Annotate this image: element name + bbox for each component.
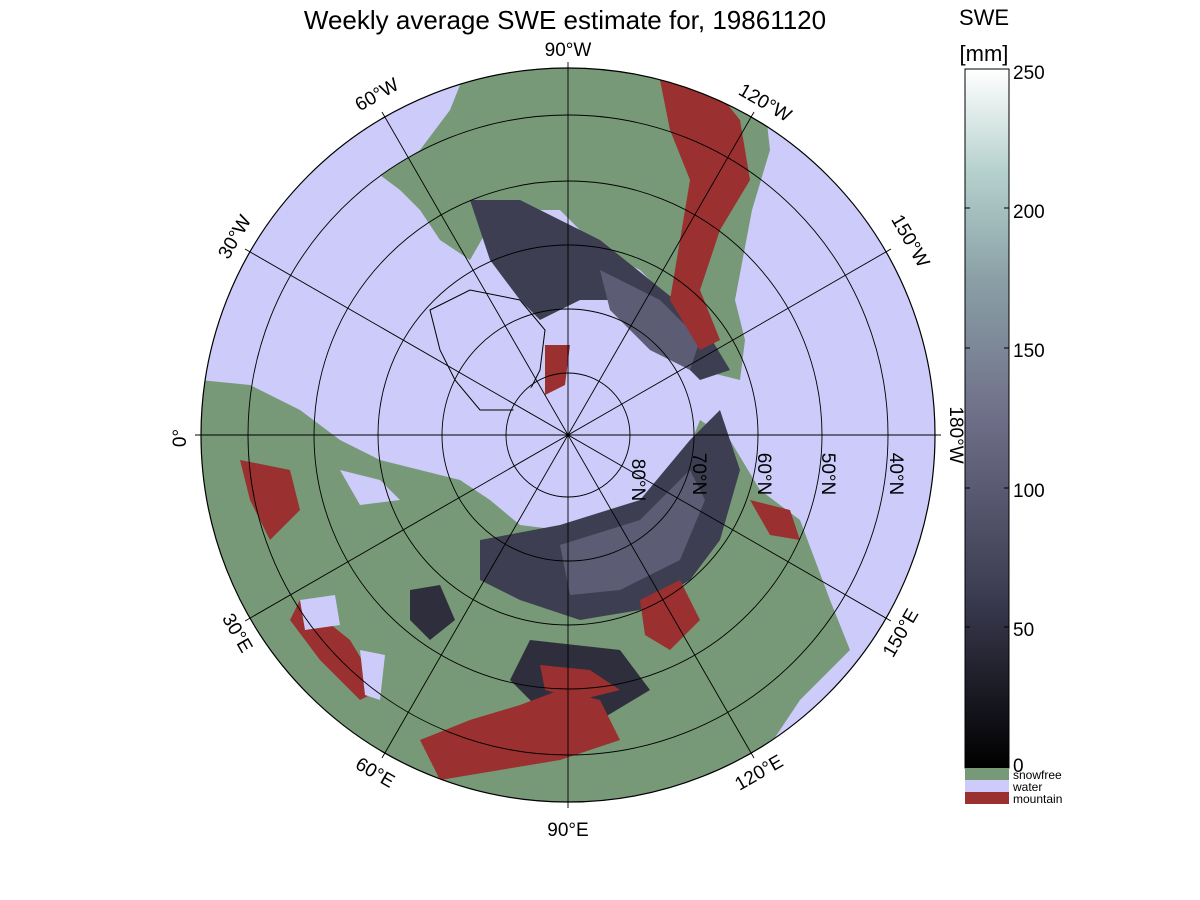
lon-label-60w: 60°W [352,74,403,116]
snow-canada-light [600,270,700,370]
colorbar-gradient [964,68,1010,769]
lat-label-40: 40°N [885,453,906,495]
mountain-greenland-edge [545,345,570,395]
colorbar-tick-50: 50 [1013,620,1034,641]
baltic-sea [340,470,400,505]
colorbar-tick-0: 0 [1013,756,1024,777]
lat-label-50: 50°N [817,453,838,495]
colorbar-tick-150: 150 [1013,341,1045,362]
map-title: Weekly average SWE estimate for, 1986112… [303,5,827,35]
lat-label-70: 70°N [688,453,709,495]
lon-label-150w: 150°W [886,211,933,271]
legend-swatch-snowfree [965,768,1009,780]
legend-label-snowfree: snowfree [1013,768,1062,782]
lon-label-180w: 180°W [945,406,966,463]
colorbar-tick-200: 200 [1013,202,1045,223]
mountain-kamchatka [750,500,800,540]
black-sea [300,595,340,630]
mountain-central-asia [540,665,620,700]
land-layer [201,68,850,802]
lon-label-90e: 90°E [547,820,588,841]
legend-swatch-mountain [965,792,1009,804]
snow-europe [410,585,455,640]
legend-swatch-water [965,780,1009,792]
lon-label-0: 0° [170,429,191,447]
mountain-east-siberia [640,580,700,650]
colorbar-title-line2: [mm] [960,41,1009,66]
lat-label-80: 80°N [627,459,648,501]
colorbar-tick-250: 250 [1013,63,1045,84]
mountain-himalaya [420,690,620,780]
mountain-rockies [660,70,750,350]
snow-siberia [480,410,740,620]
caspian-sea [360,650,385,700]
legend-label-water: water [1012,780,1042,794]
colorbar-title-line1: SWE [959,5,1009,30]
colorbar-ticks [965,68,1009,628]
meridian-150w-30e [244,248,892,622]
lon-label-60e: 60°E [352,754,398,793]
colorbar: SWE [mm] 250 200 150 100 50 0 snowfree w… [959,5,1062,806]
legend-label-mountain: mountain [1013,792,1062,806]
colorbar-tick-100: 100 [1013,481,1045,502]
snow-siberia-light [560,470,705,595]
graticule [195,62,941,808]
mountain-europe [240,460,300,540]
lat-label-60: 60°N [753,453,774,495]
lon-label-90w: 90°W [545,40,592,61]
